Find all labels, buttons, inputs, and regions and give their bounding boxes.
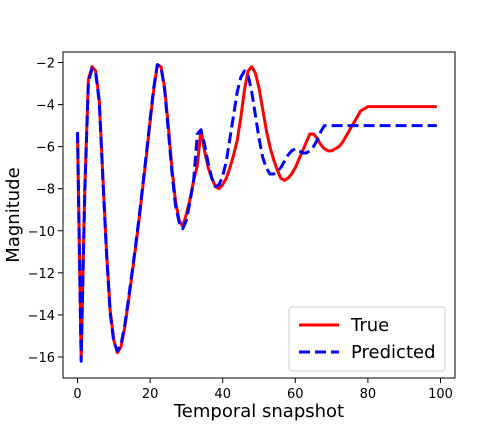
legend-box [288,306,446,372]
series-line-predicted [76,63,437,363]
x-tick-label: 0 [73,387,81,402]
y-tick-label: −8 [36,183,55,198]
x-tick-label: 40 [214,387,231,402]
y-tick-label: −10 [28,225,55,240]
x-tick-label: 80 [360,387,377,402]
x-tick-label: 20 [142,387,159,402]
x-axis-label: Temporal snapshot [173,401,344,422]
series-layer [76,63,437,363]
legend-label-true: True [350,315,389,336]
y-tick-label: −6 [36,141,55,156]
legend-label-predicted: Predicted [351,342,436,363]
legend: True Predicted [288,306,446,372]
y-tick-label: −16 [28,351,55,366]
y-tick-label: −4 [36,99,55,114]
plot-frame [62,51,456,379]
y-axis-label: Magnitude [3,167,24,262]
series-line-true [76,63,437,359]
y-tick-label: −2 [36,57,55,72]
x-tick-label: 60 [287,387,304,402]
y-tick-label: −14 [28,309,55,324]
x-ticks: 0 20 40 60 80 100 [73,378,453,402]
y-tick-label: −12 [28,267,55,282]
y-ticks: −16 −14 −12 −10 −8 −6 −4 −2 [28,57,63,366]
x-tick-label: 100 [428,387,453,402]
